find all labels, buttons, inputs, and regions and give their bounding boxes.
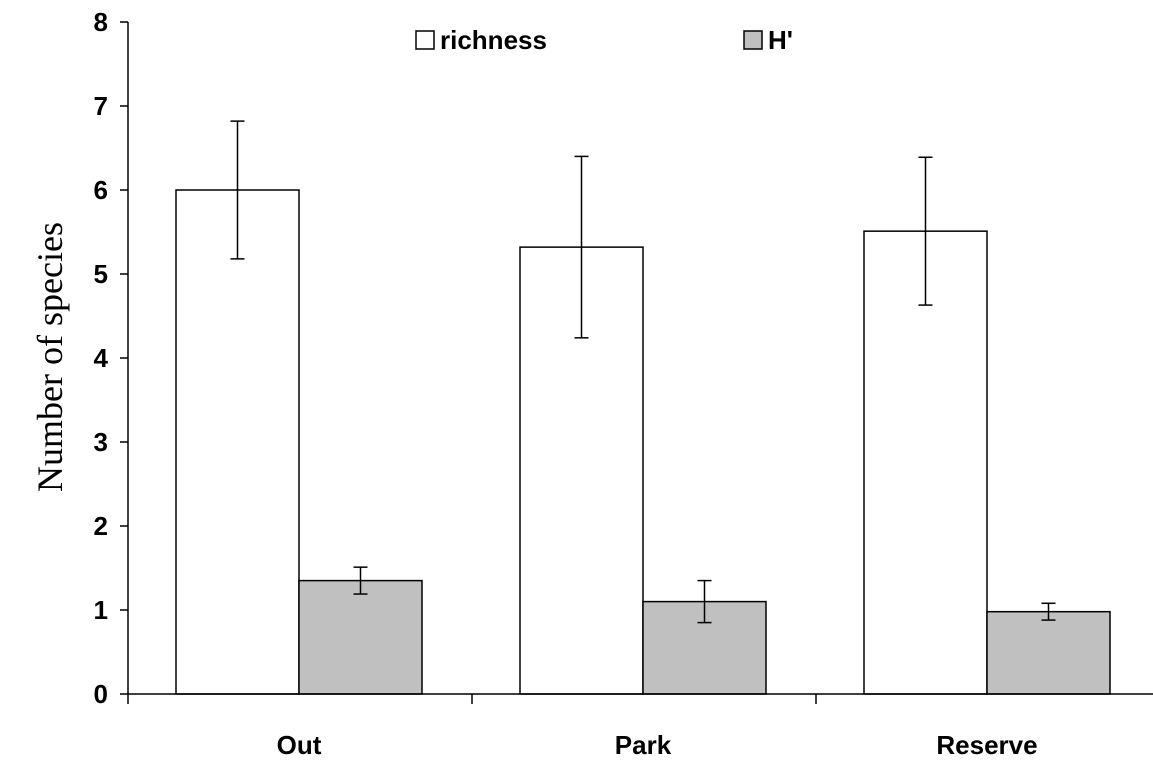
y-tick-label-6: 6 xyxy=(94,175,108,205)
legend-item-richness: richness xyxy=(415,25,547,55)
y-tick-label-5: 5 xyxy=(94,259,108,289)
y-tick-label-3: 3 xyxy=(94,427,108,457)
legend-swatch xyxy=(415,30,435,50)
error-bar-H-out xyxy=(353,566,368,595)
error-bar-richness-out xyxy=(230,120,245,260)
legend: richness H' xyxy=(415,25,793,55)
bar-H-reserve xyxy=(986,610,1111,695)
y-tick-label-7: 7 xyxy=(94,91,108,121)
error-bar-richness-reserve xyxy=(918,156,933,306)
y-tick-label-4: 4 xyxy=(94,343,109,373)
y-tick-label-0: 0 xyxy=(94,679,108,709)
y-tick-label-2: 2 xyxy=(94,511,108,541)
x-tick-label-out: Out xyxy=(277,730,322,760)
bar-H-out xyxy=(298,579,423,695)
bars-layer xyxy=(175,189,1111,695)
y-tick-label-8: 8 xyxy=(94,7,108,37)
y-tick-label-1: 1 xyxy=(94,595,108,625)
bar-richness-out xyxy=(175,189,300,695)
legend-item-H: H' xyxy=(743,25,793,55)
x-tick-label-reserve: Reserve xyxy=(936,730,1037,760)
legend-label: richness xyxy=(440,25,547,55)
x-tick-label-park: Park xyxy=(615,730,672,760)
error-bar-richness-park xyxy=(574,155,589,339)
y-axis-label: Number of species xyxy=(30,222,70,492)
axes-layer: 0 1 2 3 4 5 6 7 8 Out Park Reserve xyxy=(94,7,1153,760)
legend-label: H' xyxy=(768,25,793,55)
error-bar-H-reserve xyxy=(1041,602,1056,621)
legend-swatch xyxy=(743,30,763,50)
error-bars-layer xyxy=(230,120,1056,624)
error-bar-H-park xyxy=(697,579,712,624)
